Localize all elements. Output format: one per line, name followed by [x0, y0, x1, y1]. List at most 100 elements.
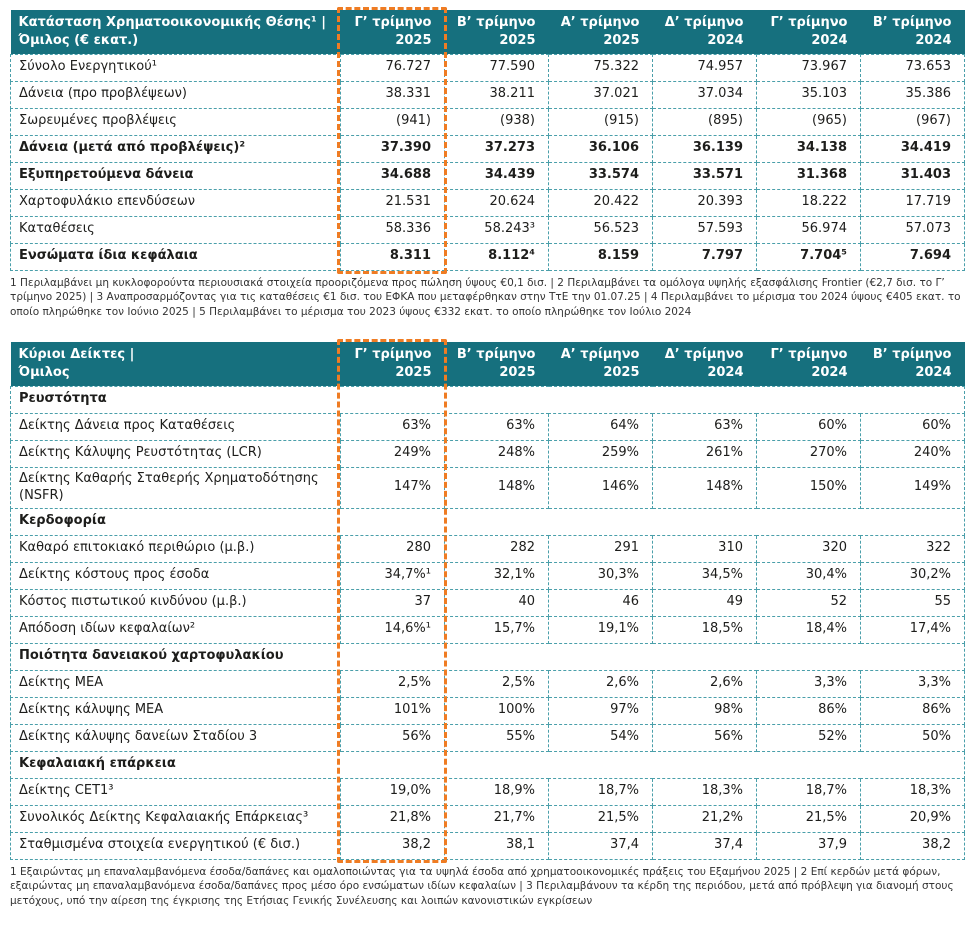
value-cell: 7.797 [652, 242, 757, 271]
row-label: Ενσώματα ίδια κεφάλαια [10, 242, 341, 271]
table-row: Καθαρό επιτοκιακό περιθώριο (μ.β.) 280 282… [10, 534, 965, 563]
section-label: Κερδοφορία [10, 507, 965, 536]
value-cell: 74.957 [652, 53, 757, 82]
column-header: Β’ τρίμηνο 2025 [444, 10, 549, 54]
value-cell: 18,4% [756, 615, 861, 644]
row-label: Δείκτης κάλυψης δανείων Σταδίου 3 [10, 723, 341, 752]
value-cell: 21.531 [340, 188, 445, 217]
value-cell: 34.419 [860, 134, 965, 163]
value-cell: 56% [340, 723, 445, 752]
value-cell: 60% [860, 412, 965, 441]
table-row: Δείκτης Δάνεια προς Καταθέσεις 63% 63% 64% 6… [10, 412, 965, 441]
value-cell: 34.688 [340, 161, 445, 190]
key-ratios-footnotes: 1 Εξαιρώντας μη επαναλαμβανόμενα έσοδα/δ… [10, 865, 954, 908]
statement-of-financial-position-table: Κατάσταση Χρηματοοικονομικής Θέσης¹ | Όμ… [10, 10, 965, 271]
column-header-year: 2024 [915, 32, 952, 48]
column-header-year: 2024 [811, 32, 848, 48]
value-cell: 20.624 [444, 188, 549, 217]
value-cell: 50% [860, 723, 965, 752]
value-cell: 270% [756, 439, 861, 468]
column-header-period: Β’ τρίμηνο [456, 347, 536, 363]
column-header: Β’ τρίμηνο 2024 [860, 10, 965, 54]
table-row: Ενσώματα ίδια κεφάλαια 8.311 8.112⁴ 8.159 7.… [10, 242, 965, 271]
value-cell: 33.571 [652, 161, 757, 190]
header-row: Κατάσταση Χρηματοοικονομικής Θέσης¹ | Όμ… [10, 10, 965, 54]
value-cell: 8.311 [340, 242, 445, 271]
value-cell: 38,2 [860, 831, 965, 860]
row-label: Σταθμισμένα στοιχεία ενεργητικού (€ δισ.… [10, 831, 341, 860]
value-cell: 58.336 [340, 215, 445, 244]
value-cell: 21,2% [652, 804, 757, 833]
column-header: Δ’ τρίμηνο 2024 [652, 342, 757, 387]
column-header: Γ’ τρίμηνο 2025 [340, 342, 445, 387]
value-cell: 18,9% [444, 777, 549, 806]
value-cell: 56.523 [548, 215, 653, 244]
row-label: Δείκτης CET1³ [10, 777, 341, 806]
column-header: Γ’ τρίμηνο 2024 [756, 342, 861, 387]
table-row: Δείκτης κάλυψης δανείων Σταδίου 3 56% 55% 5… [10, 723, 965, 752]
table-row: Καταθέσεις 58.336 58.243³ 56.523 57.593 56.97… [10, 215, 965, 244]
value-cell: 30,4% [756, 561, 861, 590]
table-row: Δάνεια (προ προβλέψεων) 38.331 38.211 37.02… [10, 80, 965, 109]
section-label: Ποιότητα δανειακού χαρτοφυλακίου [10, 642, 965, 671]
value-cell: 291 [548, 534, 653, 563]
value-cell: 21,5% [548, 804, 653, 833]
column-header-year: 2025 [395, 32, 432, 48]
value-cell: (967) [860, 107, 965, 136]
value-cell: 280 [340, 534, 445, 563]
column-header-period: Α’ τρίμηνο [560, 15, 640, 31]
value-cell: 7.694 [860, 242, 965, 271]
statement-of-financial-position-body: Σύνολο Ενεργητικού¹ 76.727 77.590 75.322 74.… [10, 53, 965, 271]
value-cell: 320 [756, 534, 861, 563]
statement-footnotes: 1 Περιλαμβάνει μη κυκλοφορούντα περιουσι… [10, 276, 961, 319]
row-label: Δάνεια (προ προβλέψεων) [10, 80, 341, 109]
value-cell: 310 [652, 534, 757, 563]
value-cell: 52 [756, 588, 861, 617]
value-cell: 2,5% [340, 669, 445, 698]
value-cell: 38,2 [340, 831, 445, 860]
value-cell: 148% [652, 466, 757, 509]
value-cell: 33.574 [548, 161, 653, 190]
value-cell: 63% [444, 412, 549, 441]
section-row: Ρευστότητα [10, 385, 965, 414]
row-label: Σύνολο Ενεργητικού¹ [10, 53, 341, 82]
row-label: Δείκτης κάλυψης ΜΕΑ [10, 696, 341, 725]
column-header-period: Β’ τρίμηνο [872, 347, 952, 363]
value-cell: 37,4 [548, 831, 653, 860]
column-header-year: 2024 [811, 364, 848, 380]
section-label: Κεφαλαιακή επάρκεια [10, 750, 965, 779]
table-row: Δείκτης CET1³ 19,0% 18,9% 18,7% 18,3% 18,7% 18… [10, 777, 965, 806]
value-cell: 261% [652, 439, 757, 468]
row-label: Δείκτης κόστους προς έσοδα [10, 561, 341, 590]
column-header: Β’ τρίμηνο 2025 [444, 342, 549, 387]
value-cell: 63% [340, 412, 445, 441]
row-label: Κόστος πιστωτικού κινδύνου (μ.β.) [10, 588, 341, 617]
value-cell: 240% [860, 439, 965, 468]
column-header: Γ’ τρίμηνο 2025 [340, 10, 445, 54]
value-cell: 3,3% [756, 669, 861, 698]
value-cell: 20.422 [548, 188, 653, 217]
table-row: Δείκτης ΜΕΑ 2,5% 2,5% 2,6% 2,6% 3,3% 3,3% [10, 669, 965, 698]
value-cell: 98% [652, 696, 757, 725]
value-cell: 37.273 [444, 134, 549, 163]
column-header-year: 2024 [915, 364, 952, 380]
value-cell: 37.390 [340, 134, 445, 163]
value-cell: 56.974 [756, 215, 861, 244]
value-cell: 21,7% [444, 804, 549, 833]
value-cell: 14,6%¹ [340, 615, 445, 644]
value-cell: (895) [652, 107, 757, 136]
table-row: Εξυπηρετούμενα δάνεια 34.688 34.439 33.574 3… [10, 161, 965, 190]
value-cell: 57.073 [860, 215, 965, 244]
value-cell: 101% [340, 696, 445, 725]
table-row: Συνολικός Δείκτης Κεφαλαιακής Επάρκειας³… [10, 804, 965, 833]
value-cell: 31.368 [756, 161, 861, 190]
table-row: Χαρτοφυλάκιο επενδύσεων 21.531 20.624 20.42… [10, 188, 965, 217]
table-row: Απόδοση ιδίων κεφαλαίων² 14,6%¹ 15,7% 19,1%… [10, 615, 965, 644]
value-cell: 75.322 [548, 53, 653, 82]
row-label: Δείκτης ΜΕΑ [10, 669, 341, 698]
header-row: Κύριοι Δείκτες | Όμιλος Γ’ τρίμηνο 2025 Β’… [10, 342, 965, 387]
row-label: Εξυπηρετούμενα δάνεια [10, 161, 341, 190]
value-cell: 150% [756, 466, 861, 509]
value-cell: 37 [340, 588, 445, 617]
value-cell: 100% [444, 696, 549, 725]
